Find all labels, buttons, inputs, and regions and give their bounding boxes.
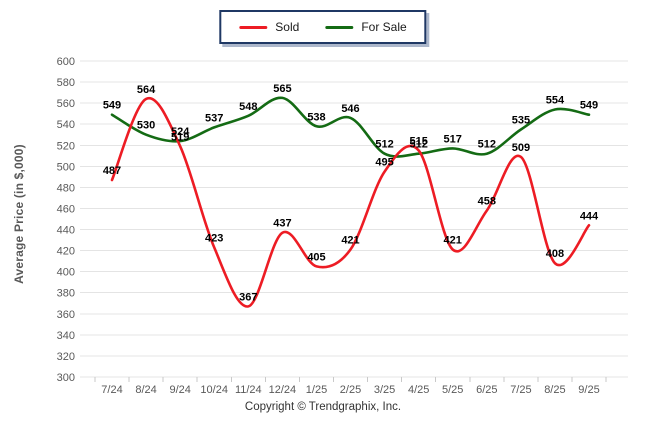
y-tick-label: 480 — [57, 182, 75, 194]
x-tick-label: 8/24 — [135, 384, 156, 396]
legend-label-for-sale: For Sale — [361, 20, 407, 34]
y-tick-label: 320 — [57, 351, 75, 363]
x-tick-label: 9/25 — [578, 384, 599, 396]
y-tick-label: 440 — [57, 225, 75, 237]
sold-point-label: 487 — [103, 165, 121, 177]
for-sale-point-label: 537 — [205, 112, 223, 124]
x-tick-label: 5/25 — [442, 384, 463, 396]
y-tick-label: 400 — [57, 267, 75, 279]
for-sale-point-label: 549 — [103, 100, 121, 112]
for-sale-point-label: 512 — [375, 139, 393, 151]
sold-point-label: 519 — [171, 131, 189, 143]
x-tick-label: 12/24 — [269, 384, 297, 396]
sold-point-label: 458 — [478, 196, 496, 208]
y-tick-label: 380 — [57, 288, 75, 300]
legend: Sold For Sale — [219, 10, 427, 44]
y-tick-label: 520 — [57, 140, 75, 152]
sold-line — [110, 96, 591, 308]
for-sale-point-label: 535 — [512, 115, 530, 127]
sold-point-label: 495 — [375, 157, 393, 169]
for-sale-point-label: 548 — [239, 101, 257, 113]
x-tick-label: 7/24 — [101, 384, 122, 396]
for-sale-point-label: 524 — [171, 126, 190, 138]
for-sale-line — [110, 96, 591, 158]
legend-item-for-sale: For Sale — [325, 20, 407, 34]
copyright-text: Copyright © Trendgraphix, Inc. — [244, 401, 402, 413]
sold-point-label: 408 — [546, 248, 564, 260]
for-sale-point-label: 512 — [410, 139, 428, 151]
for-sale-point-label: 538 — [307, 111, 325, 123]
y-tick-label: 360 — [57, 309, 75, 321]
sold-line-swatch — [239, 25, 268, 29]
for-sale-point-label: 517 — [444, 133, 462, 145]
sold-point-label: 564 — [137, 84, 156, 96]
x-tick-label: 3/25 — [374, 384, 395, 396]
x-tick-label: 10/24 — [200, 384, 228, 396]
sold-point-label: 421 — [341, 235, 359, 247]
x-tick-label: 11/24 — [235, 384, 262, 396]
y-tick-label: 540 — [57, 119, 75, 131]
y-tick-label: 340 — [57, 330, 75, 342]
sold-point-label: 444 — [580, 210, 599, 222]
y-tick-label: 560 — [57, 98, 75, 110]
for-sale-line-swatch — [325, 25, 354, 29]
x-tick-label: 2/25 — [340, 384, 361, 396]
y-tick-label: 300 — [57, 372, 75, 384]
y-tick-label: 460 — [57, 204, 75, 216]
for-sale-point-label: 512 — [478, 139, 496, 151]
for-sale-point-label: 549 — [580, 100, 598, 112]
x-tick-label: 9/24 — [169, 384, 190, 396]
sold-point-label: 405 — [307, 251, 325, 263]
y-tick-label: 500 — [57, 161, 75, 173]
y-tick-label: 600 — [57, 56, 75, 68]
for-sale-point-label: 554 — [546, 95, 565, 107]
y-tick-label: 580 — [57, 77, 75, 89]
x-tick-label: 6/25 — [476, 384, 497, 396]
sold-point-label: 437 — [273, 218, 291, 230]
x-tick-label: 4/25 — [408, 384, 429, 396]
sold-point-label: 367 — [239, 291, 257, 303]
sold-point-label: 509 — [512, 142, 530, 154]
sold-point-label: 515 — [410, 136, 428, 148]
for-sale-point-label: 546 — [341, 103, 359, 115]
x-tick-label: 1/25 — [306, 384, 327, 396]
legend-label-sold: Sold — [275, 20, 300, 34]
for-sale-point-label: 530 — [137, 120, 155, 132]
y-tick-label: 420 — [57, 246, 75, 258]
x-tick-label: 8/25 — [544, 384, 565, 396]
x-tick-label: 7/25 — [510, 384, 531, 396]
legend-item-sold: Sold — [239, 21, 299, 33]
for-sale-point-label: 565 — [273, 83, 291, 95]
sold-point-label: 423 — [205, 232, 223, 244]
sold-point-label: 421 — [444, 235, 462, 247]
